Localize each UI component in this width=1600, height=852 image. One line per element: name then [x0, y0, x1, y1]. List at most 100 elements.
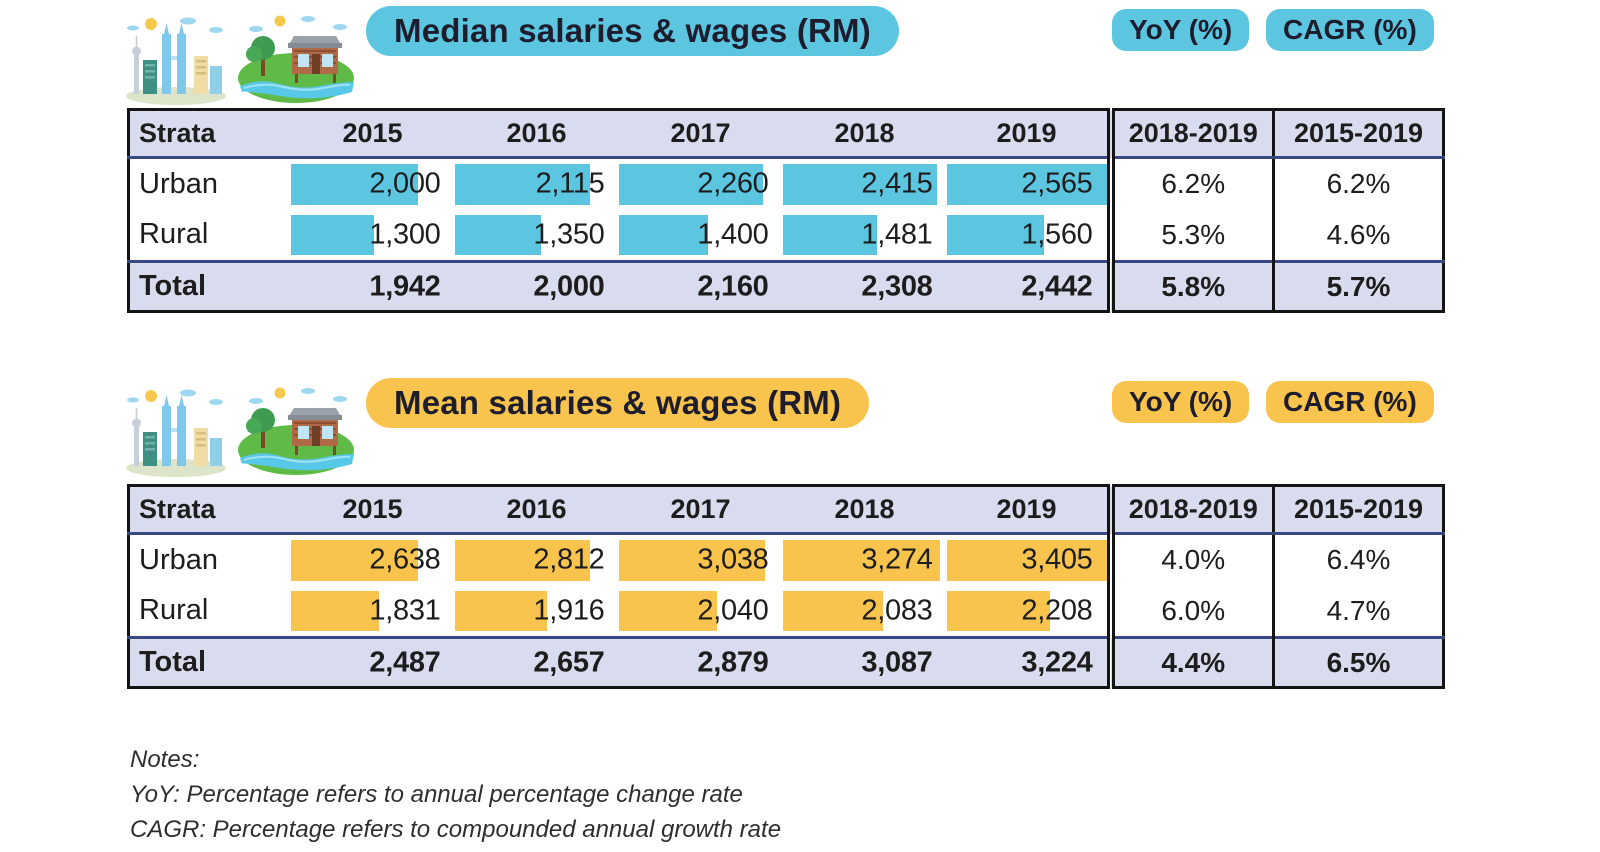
cagr-value: 6.4%	[1272, 533, 1444, 586]
cell-value: 1,831	[369, 594, 441, 627]
yoy-value: 6.2%	[1106, 157, 1274, 210]
notes-heading: Notes:	[130, 746, 200, 773]
cell-value: 2,115	[535, 167, 605, 200]
column-header: 2017	[618, 485, 783, 535]
column-header: Strata	[128, 109, 291, 159]
cell-value: 2,160	[697, 270, 769, 302]
cell-value: 2,415	[861, 167, 933, 200]
value-cell: 1,300	[290, 210, 455, 262]
row-label: Urban	[139, 167, 218, 200]
data-bar	[946, 164, 1107, 205]
cell-value: 2,000	[533, 270, 605, 302]
data-bar	[454, 164, 590, 205]
yoy-label-pill: YoY (%)	[1112, 381, 1250, 423]
table-row: Total 1,942 2,000 2,160 2,308 2,442 5.8% 5.7%	[128, 260, 1444, 312]
value-cell: 2,260	[618, 158, 783, 210]
value-cell: 2,115	[454, 158, 619, 210]
data-bar	[290, 590, 379, 631]
column-header: 2017	[618, 109, 783, 159]
table-row: Urban 2,000 2,115 2,260 2,415 2,565 6.2% 6.2%	[129, 157, 1444, 210]
cell-value: 1,350	[533, 218, 605, 251]
cell-value: 1,560	[1021, 218, 1093, 251]
value-cell: 2,000	[454, 260, 619, 312]
value-cell: 2,487	[290, 636, 455, 688]
yoy-value: 4.4%	[1106, 636, 1274, 688]
value-cell: 2,040	[618, 586, 783, 638]
yoy-value: 6.0%	[1106, 585, 1274, 638]
cell-value: 2,442	[1021, 270, 1093, 302]
strata-illustrations	[124, 384, 358, 478]
cell-value: 2,000	[369, 167, 441, 200]
row-label: Rural	[139, 594, 209, 627]
column-header: 2018-2019	[1106, 109, 1274, 159]
value-cell: 1,942	[290, 260, 455, 312]
cell-value: 2,040	[697, 594, 769, 627]
data-bar	[454, 590, 547, 631]
mean-title: Mean salaries & wages (RM)	[394, 384, 842, 421]
value-cell: 2,638	[290, 534, 455, 586]
mean-table: Strata 2015 2016 2017 2018 2019 2018-2019 2015-…	[127, 484, 1445, 689]
value-cell: 1,916	[454, 586, 619, 638]
value-cell: 3,224	[946, 636, 1111, 688]
rural-village-icon	[238, 15, 354, 103]
median-title: Median salaries & wages (RM)	[394, 12, 871, 49]
table-row: Rural 1,831 1,916 2,040 2,083 2,208 6.0% 4.7%	[129, 585, 1444, 638]
data-bar	[618, 164, 763, 205]
cell-value: 3,274	[861, 543, 933, 576]
cagr-label-pill: CAGR (%)	[1266, 9, 1434, 51]
value-cell: 3,087	[782, 636, 947, 688]
column-header: 2015-2019	[1272, 485, 1444, 535]
median-table: Strata 2015 2016 2017 2018 2019 2018-2019 2015-…	[127, 108, 1445, 313]
yoy-value: 5.3%	[1106, 209, 1274, 262]
data-bar	[782, 590, 883, 631]
notes-block: Notes: YoY: Percentage refers to annual …	[130, 742, 781, 847]
value-cell: 2,160	[618, 260, 783, 312]
cell-value: 2,879	[697, 646, 769, 678]
value-cell: 3,038	[618, 534, 783, 586]
value-cell: 1,560	[946, 210, 1111, 262]
yoy-value: 4.0%	[1106, 533, 1274, 586]
cell-value: 3,038	[697, 543, 769, 576]
value-cell: 2,879	[618, 636, 783, 688]
header-row: Strata 2015 2016 2017 2018 2019 2018-2019 2015-…	[128, 109, 1444, 159]
value-cell: 1,831	[290, 586, 455, 638]
table-row: Rural 1,300 1,350 1,400 1,481 1,560 5.3% 4.6%	[129, 209, 1444, 262]
data-bar	[946, 590, 1051, 631]
value-cell: 2,812	[454, 534, 619, 586]
cell-value: 2,638	[369, 543, 441, 576]
column-header: 2016	[454, 485, 619, 535]
row-label: Urban	[139, 543, 218, 576]
cagr-value: 4.7%	[1272, 585, 1444, 638]
column-header: 2018	[782, 485, 947, 535]
row-label: Total	[128, 260, 291, 312]
cell-value: 2,565	[1021, 167, 1093, 200]
data-bar	[290, 540, 418, 581]
value-cell: 2,208	[946, 586, 1111, 638]
cell-value: 2,812	[533, 543, 605, 576]
data-bar	[454, 540, 590, 581]
yoy-value: 5.8%	[1106, 260, 1274, 312]
mean-section: Mean salaries & wages (RM) YoY (%) CAGR …	[0, 372, 1600, 702]
cell-value: 3,224	[1021, 646, 1093, 678]
column-header: 2015	[290, 485, 455, 535]
yoy-label-pill: YoY (%)	[1112, 9, 1250, 51]
notes-cagr-definition: CAGR: Percentage refers to compounded an…	[130, 816, 782, 843]
value-cell: 1,400	[618, 210, 783, 262]
cell-value: 2,657	[533, 646, 605, 678]
data-bar	[782, 214, 878, 255]
value-cell: 2,657	[454, 636, 619, 688]
value-cell: 1,350	[454, 210, 619, 262]
strata-illustrations	[124, 12, 358, 106]
notes-yoy-definition: YoY: Percentage refers to annual percent…	[130, 781, 743, 808]
cell-value: 3,405	[1021, 543, 1093, 576]
data-bar	[782, 164, 937, 205]
data-bar	[946, 214, 1044, 255]
data-bar	[618, 540, 765, 581]
cell-value: 1,300	[369, 218, 441, 251]
value-cell: 2,308	[782, 260, 947, 312]
data-bar	[290, 164, 419, 205]
data-bar	[618, 590, 717, 631]
header-row: Strata 2015 2016 2017 2018 2019 2018-2019 2015-…	[128, 485, 1444, 535]
cell-value: 2,260	[697, 167, 769, 200]
value-cell: 2,083	[782, 586, 947, 638]
